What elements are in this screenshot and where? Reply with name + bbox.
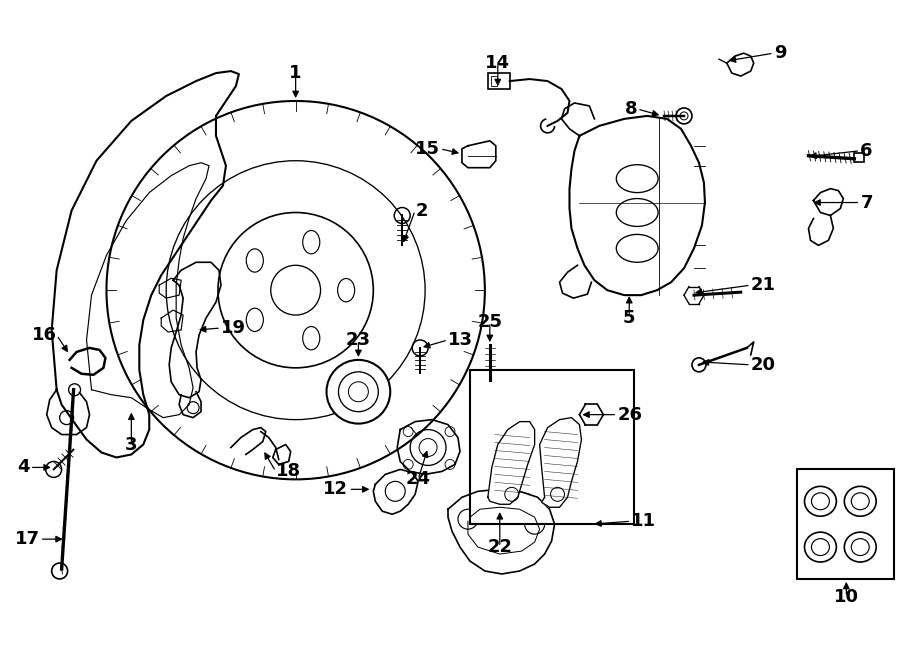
Text: 1: 1 — [290, 64, 302, 82]
Text: 20: 20 — [751, 356, 776, 374]
Text: 22: 22 — [487, 538, 512, 556]
Text: 25: 25 — [477, 313, 502, 331]
Text: 17: 17 — [14, 530, 40, 548]
Text: 7: 7 — [860, 194, 873, 212]
Polygon shape — [488, 422, 535, 504]
Text: 21: 21 — [751, 276, 776, 294]
Bar — [854, 153, 864, 162]
Text: 14: 14 — [485, 54, 510, 72]
Bar — [488, 73, 509, 89]
Bar — [491, 76, 497, 86]
Text: 23: 23 — [346, 331, 371, 349]
Circle shape — [327, 360, 391, 424]
Text: 18: 18 — [275, 463, 301, 481]
Text: 10: 10 — [833, 588, 859, 606]
Text: 19: 19 — [221, 319, 246, 337]
Text: 26: 26 — [617, 406, 643, 424]
Text: 16: 16 — [32, 326, 57, 344]
Polygon shape — [540, 418, 581, 507]
Text: 4: 4 — [17, 459, 30, 477]
Text: 24: 24 — [406, 471, 430, 488]
Bar — [796, 469, 894, 579]
Text: 2: 2 — [415, 202, 428, 219]
Text: 5: 5 — [623, 309, 635, 327]
Text: 11: 11 — [631, 512, 656, 530]
Text: 3: 3 — [125, 436, 138, 453]
Text: 6: 6 — [860, 141, 873, 160]
Text: 13: 13 — [448, 331, 473, 349]
Text: 15: 15 — [415, 139, 440, 158]
Text: 9: 9 — [774, 44, 786, 62]
Bar — [470, 370, 634, 524]
Text: 12: 12 — [323, 481, 348, 498]
Text: 8: 8 — [625, 100, 637, 118]
